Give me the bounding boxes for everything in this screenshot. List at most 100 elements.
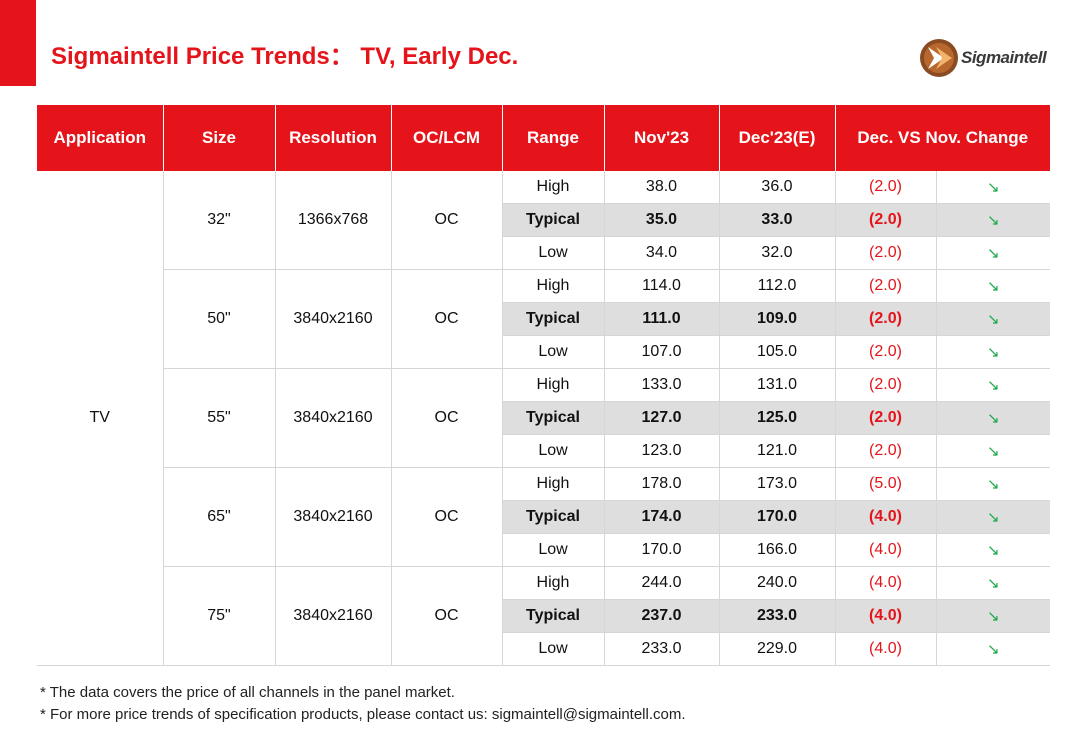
nov-price-cell: 237.0: [603, 599, 719, 633]
header-resolution: Resolution: [274, 105, 391, 171]
corner-accent-bar: [0, 0, 36, 86]
range-cell: Low: [501, 335, 604, 369]
range-cell: Typical: [501, 599, 604, 633]
nov-price-cell: 34.0: [603, 236, 719, 270]
dec-price-cell: 233.0: [718, 599, 835, 633]
oc-lcm-cell: OC: [390, 566, 502, 666]
resolution-cell: 3840x2160: [274, 467, 391, 567]
nov-price-cell: 35.0: [603, 203, 719, 237]
size-cell: 32": [162, 171, 275, 270]
nov-price-cell: 114.0: [603, 269, 719, 303]
range-cell: Typical: [501, 203, 604, 237]
oc-lcm-cell: OC: [390, 269, 502, 369]
down-arrow-icon: ↘: [935, 203, 1050, 237]
change-value-cell: (4.0): [834, 599, 936, 633]
size-cell: 65": [162, 467, 275, 567]
application-cell: TV: [37, 171, 163, 666]
table-header-row: Application Size Resolution OC/LCM Range…: [37, 105, 1050, 171]
size-cell: 50": [162, 269, 275, 369]
change-value-cell: (2.0): [834, 203, 936, 237]
dec-price-cell: 109.0: [718, 302, 835, 336]
change-value-cell: (4.0): [834, 500, 936, 534]
header-application: Application: [37, 105, 163, 171]
nov-price-cell: 178.0: [603, 467, 719, 501]
table-row: Low 123.0 121.0 (2.0) ↘: [37, 434, 1050, 468]
size-cell: 75": [162, 566, 275, 666]
down-arrow-icon: ↘: [935, 500, 1050, 534]
change-value-cell: (2.0): [834, 302, 936, 336]
nov-price-cell: 123.0: [603, 434, 719, 468]
dec-price-cell: 36.0: [718, 171, 835, 204]
header-range: Range: [501, 105, 604, 171]
down-arrow-icon: ↘: [935, 401, 1050, 435]
down-arrow-icon: ↘: [935, 171, 1050, 204]
header-dec: Dec'23(E): [718, 105, 835, 171]
down-arrow-icon: ↘: [935, 368, 1050, 402]
table-row: 50" 3840x2160 OC High 114.0 112.0 (2.0) ↘: [37, 269, 1050, 369]
down-arrow-icon: ↘: [935, 467, 1050, 501]
down-arrow-icon: ↘: [935, 533, 1050, 567]
resolution-cell: 3840x2160: [274, 566, 391, 666]
resolution-cell: 3840x2160: [274, 368, 391, 468]
dec-price-cell: 166.0: [718, 533, 835, 567]
table-row: Typical 111.0 109.0 (2.0) ↘: [37, 302, 1050, 336]
resolution-cell: 1366x768: [274, 171, 391, 270]
header-oc-lcm: OC/LCM: [390, 105, 502, 171]
dec-price-cell: 33.0: [718, 203, 835, 237]
dec-price-cell: 131.0: [718, 368, 835, 402]
oc-lcm-cell: OC: [390, 467, 502, 567]
change-value-cell: (4.0): [834, 566, 936, 600]
resolution-cell: 3840x2160: [274, 269, 391, 369]
range-cell: High: [501, 368, 604, 402]
down-arrow-icon: ↘: [935, 599, 1050, 633]
dec-price-cell: 125.0: [718, 401, 835, 435]
price-table: Application Size Resolution OC/LCM Range…: [37, 105, 1050, 666]
nov-price-cell: 107.0: [603, 335, 719, 369]
down-arrow-icon: ↘: [935, 434, 1050, 468]
down-arrow-icon: ↘: [935, 269, 1050, 303]
range-cell: Low: [501, 434, 604, 468]
table-body: TV 32" 1366x768 OC High 38.0 36.0 (2.0) ↘ Typical…: [37, 171, 1050, 666]
footnote: * For more price trends of specification…: [40, 706, 686, 723]
range-cell: Typical: [501, 302, 604, 336]
header-nov: Nov'23: [603, 105, 719, 171]
change-value-cell: (2.0): [834, 368, 936, 402]
down-arrow-icon: ↘: [935, 335, 1050, 369]
table-row: TV 32" 1366x768 OC High 38.0 36.0 (2.0) ↘: [37, 171, 1050, 666]
footnotes: * The data covers the price of all chann…: [40, 682, 686, 726]
range-cell: Low: [501, 236, 604, 270]
nov-price-cell: 111.0: [603, 302, 719, 336]
logo-wordmark: Sigmaintell: [961, 48, 1047, 67]
range-cell: Low: [501, 533, 604, 567]
change-value-cell: (2.0): [834, 434, 936, 468]
down-arrow-icon: ↘: [935, 236, 1050, 270]
down-arrow-icon: ↘: [935, 302, 1050, 336]
page-title: Sigmaintell Price Trends： TV, Early Dec.: [51, 43, 519, 70]
dec-price-cell: 121.0: [718, 434, 835, 468]
table-row: 75" 3840x2160 OC High 244.0 240.0 (4.0) ↘: [37, 566, 1050, 666]
change-value-cell: (2.0): [834, 236, 936, 270]
range-cell: Typical: [501, 500, 604, 534]
down-arrow-icon: ↘: [935, 566, 1050, 600]
change-value-cell: (2.0): [834, 269, 936, 303]
table-row: 65" 3840x2160 OC High 178.0 173.0 (5.0) ↘: [37, 467, 1050, 567]
nov-price-cell: 174.0: [603, 500, 719, 534]
range-cell: High: [501, 171, 604, 204]
dec-price-cell: 229.0: [718, 632, 835, 666]
footnote: * The data covers the price of all chann…: [40, 684, 455, 701]
change-value-cell: (4.0): [834, 533, 936, 567]
change-value-cell: (2.0): [834, 335, 936, 369]
dec-price-cell: 112.0: [718, 269, 835, 303]
table-row: Typical 174.0 170.0 (4.0) ↘: [37, 500, 1050, 534]
range-cell: Typical: [501, 401, 604, 435]
change-value-cell: (2.0): [834, 401, 936, 435]
sigmaintell-logo-icon: [920, 39, 958, 77]
table-row: Typical 237.0 233.0 (4.0) ↘: [37, 599, 1050, 633]
header-change: Dec. VS Nov. Change: [834, 105, 1050, 171]
range-cell: High: [501, 467, 604, 501]
range-cell: High: [501, 566, 604, 600]
change-value-cell: (5.0): [834, 467, 936, 501]
dec-price-cell: 32.0: [718, 236, 835, 270]
range-cell: Low: [501, 632, 604, 666]
